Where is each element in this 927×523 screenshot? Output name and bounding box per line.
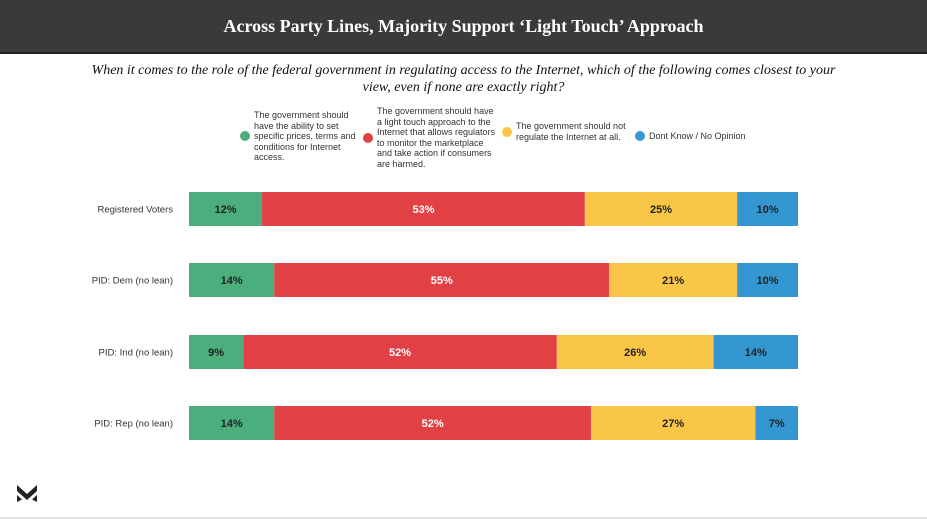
category-label: PID: Ind (no lean) <box>99 348 173 359</box>
data-label: 10% <box>757 204 779 216</box>
legend-label: The government should have the ability t… <box>254 110 356 162</box>
legend-label: The government should have a light touch… <box>377 106 496 169</box>
data-label: 53% <box>412 204 434 216</box>
legend-label: Dont Know / No Opinion <box>649 131 746 141</box>
data-label: 14% <box>221 418 243 430</box>
legend-swatch-blue <box>635 131 645 142</box>
legend-swatch-green <box>240 131 250 142</box>
legend-item-light-touch: The government should have a light touch… <box>363 106 501 169</box>
bar-segment <box>609 263 738 297</box>
bar-segment <box>262 192 585 226</box>
category-label: PID: Dem (no lean) <box>92 276 173 287</box>
bar-segment <box>584 192 738 226</box>
data-label: 25% <box>650 204 672 216</box>
bar-segment <box>755 406 798 440</box>
data-label: 52% <box>422 418 444 430</box>
bar-segment <box>189 192 263 226</box>
legend-item-dont-know: Dont Know / No Opinion <box>635 131 765 142</box>
bar-segment <box>737 192 798 226</box>
bar-segment <box>243 335 557 369</box>
survey-question: When it comes to the role of the federal… <box>91 63 836 95</box>
legend-label: The government should not regulate the I… <box>516 121 626 142</box>
bottom-divider <box>0 517 927 519</box>
data-label: 52% <box>389 347 411 359</box>
data-label: 26% <box>624 347 646 359</box>
chart-title: Across Party Lines, Majority Support ‘Li… <box>223 15 704 36</box>
bar-segment <box>274 406 591 440</box>
bar-segment <box>713 335 798 369</box>
legend-item-no-regulation: The government should not regulate the I… <box>502 121 634 142</box>
data-label: 27% <box>662 418 684 430</box>
legend-swatch-red <box>363 132 373 143</box>
data-label: 14% <box>745 347 767 359</box>
data-label: 21% <box>662 275 684 287</box>
data-label: 14% <box>221 275 243 287</box>
data-label: 10% <box>757 275 779 287</box>
legend-swatch-yellow <box>502 126 512 137</box>
category-label: Registered Voters <box>97 205 173 216</box>
m-logo-icon <box>17 485 37 502</box>
bar-segment <box>189 406 275 440</box>
bar-segment <box>274 263 610 297</box>
category-label: PID: Rep (no lean) <box>94 419 173 430</box>
bar-segment <box>189 335 244 369</box>
title-bar: Across Party Lines, Majority Support ‘Li… <box>0 0 927 54</box>
data-label: 7% <box>769 418 785 430</box>
bar-segment <box>737 263 798 297</box>
bar-segment <box>590 406 756 440</box>
data-label: 9% <box>208 347 224 359</box>
bar-segment <box>556 335 714 369</box>
bar-segment <box>189 263 275 297</box>
data-label: 12% <box>215 204 237 216</box>
legend-item-set-prices: The government should have the ability t… <box>240 110 365 163</box>
data-label: 55% <box>431 275 453 287</box>
